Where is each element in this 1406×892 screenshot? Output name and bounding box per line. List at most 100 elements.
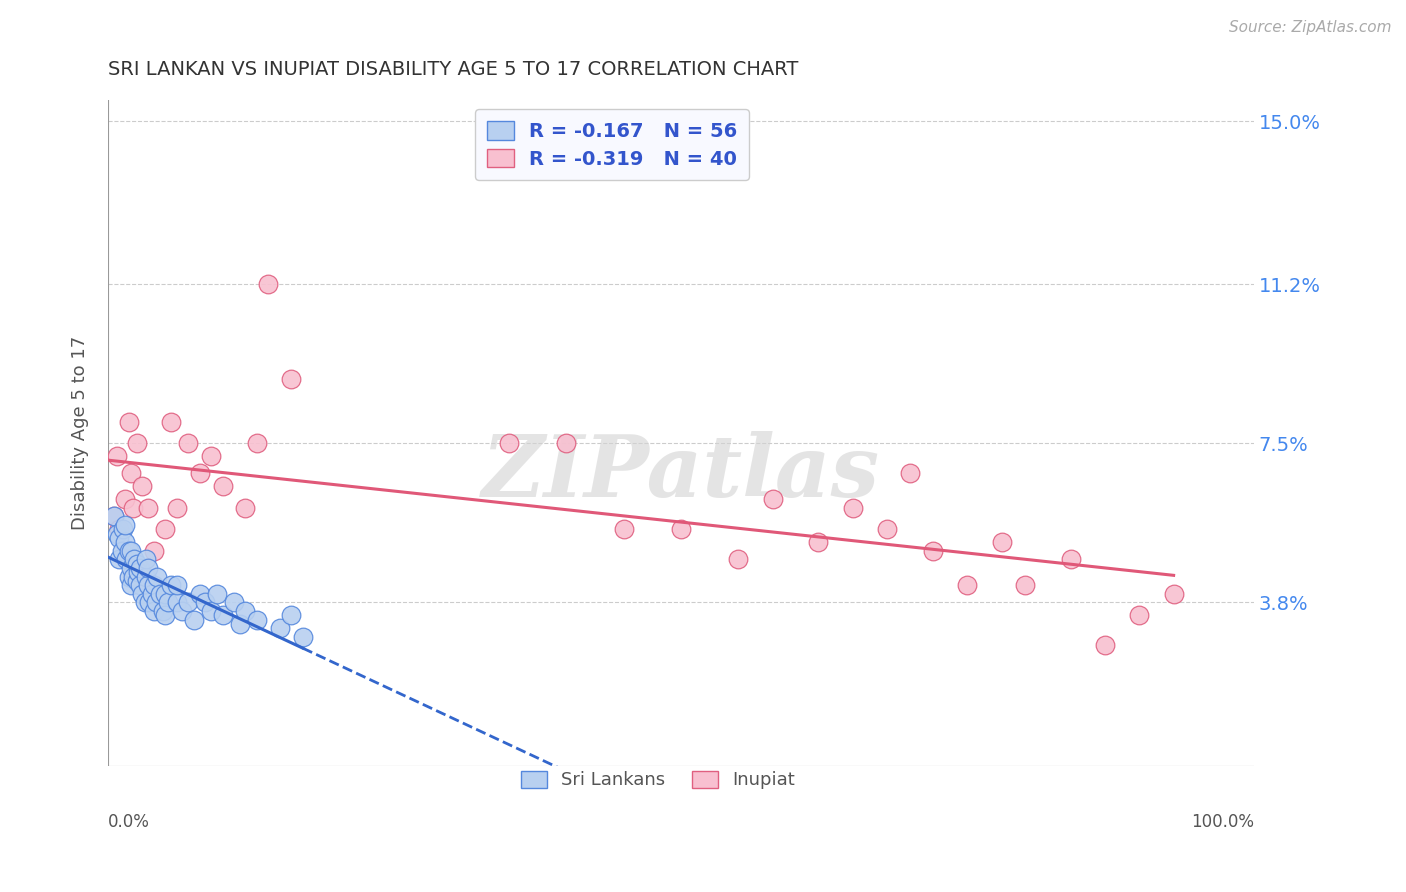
Point: [235, 500, 257, 515]
Point: [1128, 608, 1150, 623]
Point: [155, 587, 177, 601]
Point: [807, 535, 830, 549]
Point: [956, 578, 979, 592]
Point: [269, 621, 291, 635]
Point: [990, 535, 1012, 549]
Point: [129, 561, 152, 575]
Point: [246, 436, 269, 450]
Point: [246, 613, 269, 627]
Point: [125, 436, 148, 450]
Point: [155, 522, 177, 536]
Point: [152, 604, 174, 618]
Point: [136, 561, 159, 575]
Point: [166, 578, 188, 592]
Point: [108, 552, 131, 566]
Point: [120, 543, 142, 558]
Point: [280, 372, 302, 386]
Point: [211, 479, 233, 493]
Point: [280, 608, 302, 623]
Point: [166, 500, 188, 515]
Point: [120, 578, 142, 592]
Point: [194, 595, 217, 609]
Point: [117, 415, 139, 429]
Y-axis label: Disability Age 5 to 17: Disability Age 5 to 17: [72, 335, 89, 530]
Point: [108, 531, 131, 545]
Point: [156, 595, 179, 609]
Point: [114, 518, 136, 533]
Point: [1163, 587, 1185, 601]
Point: [1094, 638, 1116, 652]
Text: 0.0%: 0.0%: [108, 813, 150, 831]
Point: [103, 509, 125, 524]
Point: [177, 436, 200, 450]
Point: [146, 569, 169, 583]
Point: [160, 415, 183, 429]
Point: [145, 595, 167, 609]
Point: [229, 616, 252, 631]
Point: [148, 587, 170, 601]
Point: [142, 604, 165, 618]
Point: [131, 479, 153, 493]
Point: [142, 543, 165, 558]
Point: [131, 587, 153, 601]
Point: [115, 552, 138, 566]
Point: [183, 613, 205, 627]
Point: [188, 587, 211, 601]
Text: ZIPatlas: ZIPatlas: [482, 431, 880, 515]
Point: [122, 500, 145, 515]
Point: [613, 522, 636, 536]
Point: [155, 608, 177, 623]
Point: [291, 630, 314, 644]
Legend: Sri Lankans, Inupiat: Sri Lankans, Inupiat: [515, 764, 801, 797]
Point: [205, 587, 228, 601]
Point: [114, 492, 136, 507]
Point: [761, 492, 783, 507]
Point: [498, 436, 520, 450]
Point: [135, 552, 157, 566]
Point: [129, 578, 152, 592]
Point: [105, 526, 128, 541]
Point: [142, 578, 165, 592]
Point: [1059, 552, 1081, 566]
Point: [108, 522, 131, 536]
Point: [669, 522, 692, 536]
Point: [117, 569, 139, 583]
Point: [134, 595, 156, 609]
Point: [111, 522, 134, 536]
Point: [138, 595, 160, 609]
Point: [135, 569, 157, 583]
Point: [136, 500, 159, 515]
Point: [200, 604, 222, 618]
Point: [125, 574, 148, 588]
Point: [211, 608, 233, 623]
Point: [127, 566, 149, 580]
Point: [876, 522, 898, 536]
Point: [114, 535, 136, 549]
Point: [117, 543, 139, 558]
Point: [103, 509, 125, 524]
Point: [727, 552, 749, 566]
Point: [842, 500, 865, 515]
Point: [172, 604, 194, 618]
Point: [555, 436, 578, 450]
Point: [200, 450, 222, 464]
Point: [188, 467, 211, 481]
Point: [922, 543, 945, 558]
Point: [222, 595, 245, 609]
Point: [105, 450, 128, 464]
Point: [141, 587, 163, 601]
Text: 100.0%: 100.0%: [1191, 813, 1254, 831]
Point: [898, 467, 921, 481]
Point: [257, 277, 280, 292]
Point: [120, 467, 142, 481]
Point: [111, 543, 134, 558]
Text: SRI LANKAN VS INUPIAT DISABILITY AGE 5 TO 17 CORRELATION CHART: SRI LANKAN VS INUPIAT DISABILITY AGE 5 T…: [108, 60, 799, 78]
Point: [160, 578, 183, 592]
Point: [122, 569, 145, 583]
Point: [235, 604, 257, 618]
Point: [120, 561, 142, 575]
Point: [136, 578, 159, 592]
Point: [177, 595, 200, 609]
Point: [125, 557, 148, 571]
Point: [124, 552, 146, 566]
